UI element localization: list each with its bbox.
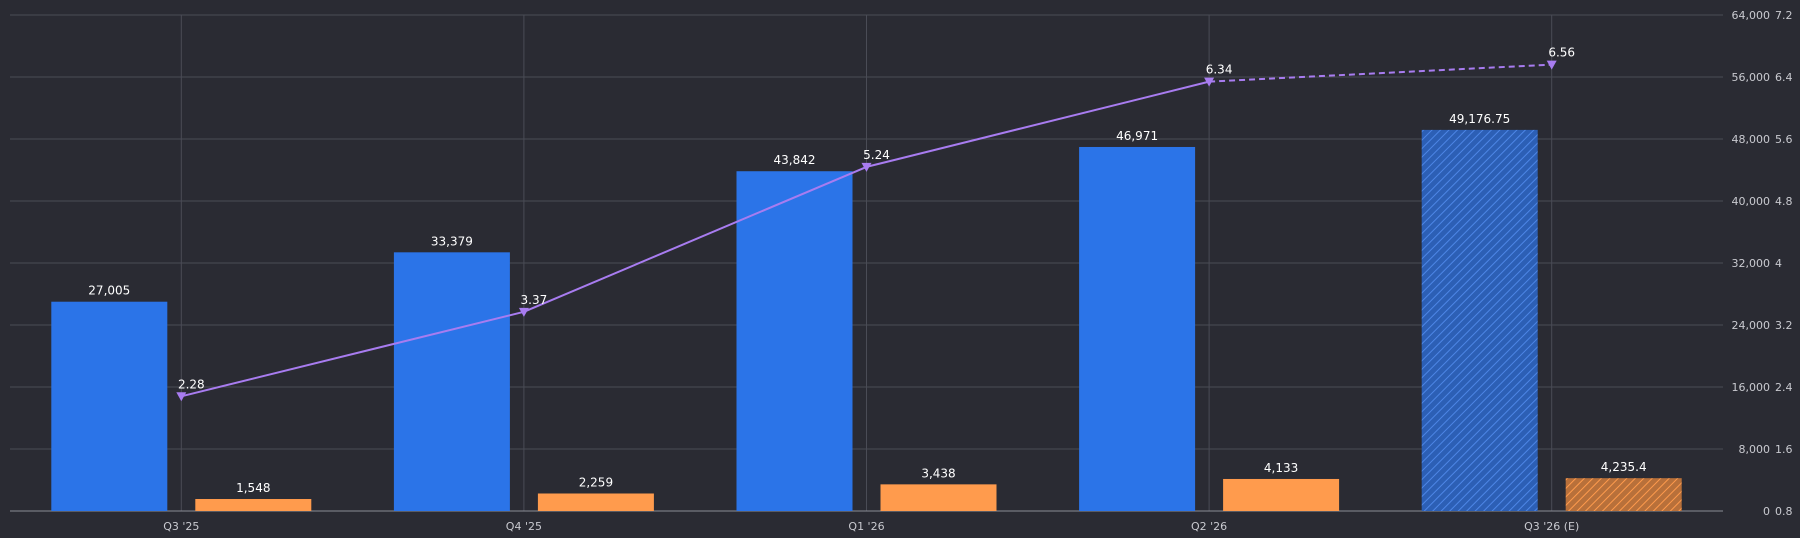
y-right-tick-label: 4 <box>1775 257 1782 270</box>
y-left-tick-label: 64,000 <box>1732 9 1771 22</box>
bar-data-label: 27,005 <box>88 284 130 298</box>
y-left-tick-label: 16,000 <box>1732 381 1771 394</box>
y-left-tick-label: 24,000 <box>1732 319 1771 332</box>
bar-series-a <box>51 301 168 511</box>
line-data-label: 6.56 <box>1548 46 1575 60</box>
line-marker <box>176 392 187 402</box>
line-data-label: 6.34 <box>1206 63 1233 77</box>
bar-series-a <box>1079 146 1196 512</box>
y-right-tick-label: 3.2 <box>1775 319 1793 332</box>
y-right-tick-label: 1.6 <box>1775 443 1793 456</box>
line-marker <box>1546 60 1557 70</box>
y-left-tick-label: 40,000 <box>1732 195 1771 208</box>
y-right-tick-label: 7.2 <box>1775 9 1793 22</box>
bar-data-label: 46,971 <box>1116 129 1158 143</box>
line-segment <box>523 165 867 313</box>
line-data-label: 2.28 <box>178 377 205 391</box>
bars <box>51 129 1682 512</box>
line-segment <box>1209 63 1552 83</box>
y-right-tick-label: 4.8 <box>1775 195 1793 208</box>
x-tick-label: Q2 '26 <box>1191 520 1227 533</box>
line-segment <box>866 80 1210 168</box>
bar-series-b <box>1223 478 1340 511</box>
bar-series-a <box>736 171 853 512</box>
line-data-label: 5.24 <box>863 148 890 162</box>
bar-series-b <box>880 484 997 511</box>
y-right-tick-label: 2.4 <box>1775 381 1793 394</box>
bar-series-a <box>393 252 510 511</box>
line-marker <box>518 307 529 317</box>
y-left-tick-label: 32,000 <box>1732 257 1771 270</box>
bar-series-a <box>1421 129 1538 511</box>
bar-data-label: 4,235.4 <box>1601 460 1647 474</box>
y-left-tick-label: 48,000 <box>1732 133 1771 146</box>
x-tick-label: Q4 '25 <box>506 520 542 533</box>
bar-data-label: 43,842 <box>774 153 816 167</box>
line-segment <box>181 310 525 398</box>
line-series <box>176 60 1557 402</box>
bar-data-label: 49,176.75 <box>1449 112 1510 126</box>
bar-data-label: 33,379 <box>431 234 473 248</box>
y-right-tick-label: 6.4 <box>1775 71 1793 84</box>
y-right-tick-label: 5.6 <box>1775 133 1793 146</box>
y-left-tick-label: 0 <box>1763 505 1770 518</box>
grid <box>10 14 1723 512</box>
line-marker <box>861 162 872 172</box>
bar-data-label: 3,438 <box>921 466 955 480</box>
labels: 0 8,000 16,000 24,000 32,000 40,000 48,000 56,0… <box>88 9 1792 533</box>
bar-data-label: 2,259 <box>579 475 613 489</box>
bar-series-b <box>537 493 654 511</box>
x-tick-label: Q1 '26 <box>848 520 884 533</box>
line-data-label: 3.37 <box>521 293 548 307</box>
line-marker <box>1204 77 1215 87</box>
y-left-tick-label: 8,000 <box>1739 443 1771 456</box>
x-tick-label: Q3 '25 <box>163 520 199 533</box>
bar-series-b <box>195 499 312 511</box>
bar-series-b <box>1565 478 1682 511</box>
bar-data-label: 4,133 <box>1264 461 1298 475</box>
bar-data-label: 1,548 <box>236 481 270 495</box>
y-right-tick-label: 0.8 <box>1775 505 1793 518</box>
x-tick-label: Q3 '26 (E) <box>1524 520 1579 533</box>
y-left-tick-label: 56,000 <box>1732 71 1771 84</box>
